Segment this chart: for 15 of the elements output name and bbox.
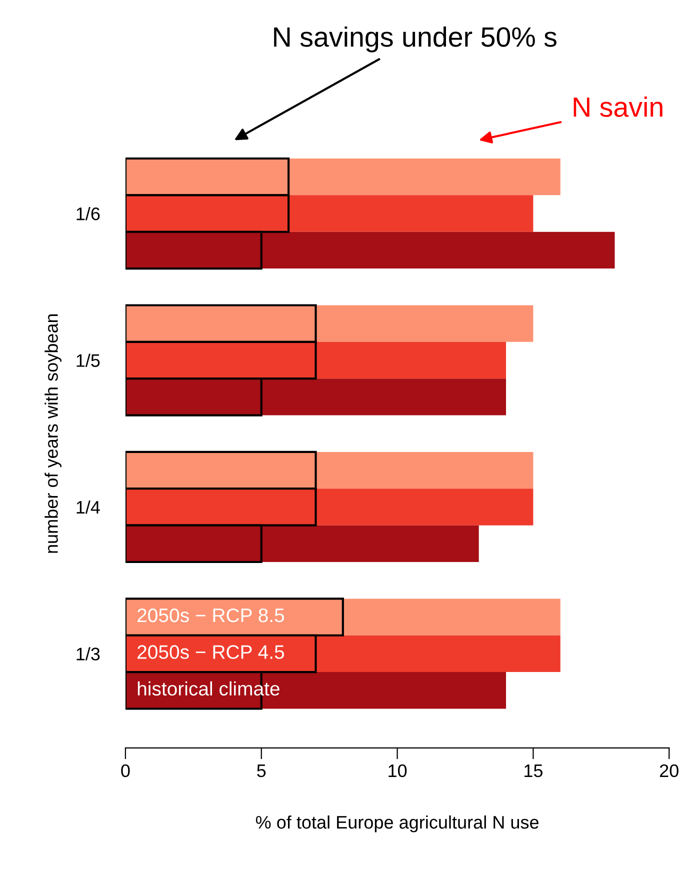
x-axis-title: % of total Europe agricultural N use (256, 815, 539, 832)
y-tick-label: 1/5 (76, 354, 100, 367)
x-tick-label: 5 (257, 764, 266, 778)
y-tick-label: 1/3 (76, 647, 100, 660)
x-tick-label: 15 (524, 764, 542, 778)
y-axis-title: number of years with soybean (44, 314, 62, 553)
x-tick-label: 20 (660, 764, 678, 778)
x-tick-label: 10 (388, 764, 407, 778)
x-tick-label: 0 (121, 764, 130, 778)
text: N savings under 50% s (274, 26, 556, 52)
y-tick-label: 1/6 (76, 206, 100, 220)
annotation: 2050s − RCP 4.5 (138, 645, 284, 659)
y-tick-label: 1/4 (76, 500, 100, 514)
annotation: 2050s − RCP 8.5 (138, 608, 284, 622)
text: N savin (574, 96, 662, 117)
